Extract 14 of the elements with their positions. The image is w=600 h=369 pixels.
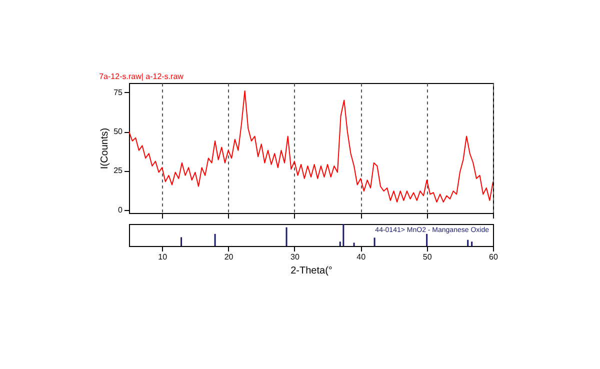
y-axis-title: I(Counts) [100, 128, 111, 170]
y-tick-label: 75 [114, 88, 124, 97]
y-tick-label: 25 [114, 166, 124, 176]
line-series [129, 90, 493, 203]
x-tick-label: 30 [290, 252, 300, 262]
y-tick-label: 50 [114, 127, 124, 136]
chart-title: 7a-12-s.raw| a-12-s.raw [99, 72, 184, 81]
x-tick-label: 50 [422, 252, 432, 262]
y-tick-label: 0 [118, 205, 124, 214]
x-tick-label: 10 [158, 252, 168, 262]
x-tick-label: 60 [489, 252, 498, 262]
x-tick-label: 20 [224, 252, 234, 262]
x-tick-label: 40 [356, 252, 366, 262]
x-axis-title: 2-Theta(° [290, 266, 332, 276]
